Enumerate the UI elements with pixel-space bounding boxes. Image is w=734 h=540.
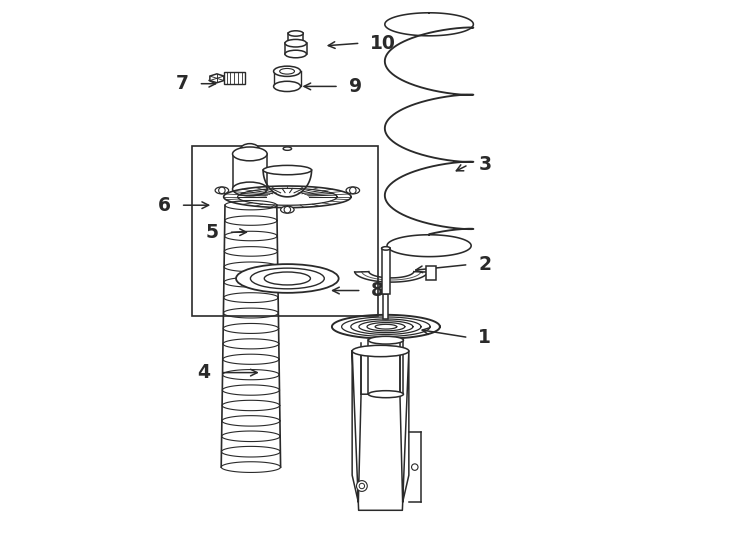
Ellipse shape (280, 69, 294, 74)
Text: 1: 1 (479, 328, 491, 347)
Circle shape (219, 187, 225, 194)
Ellipse shape (274, 66, 301, 76)
Ellipse shape (263, 165, 311, 175)
Circle shape (359, 483, 365, 489)
Text: 9: 9 (349, 77, 362, 96)
Bar (382, 248, 390, 294)
Circle shape (412, 464, 418, 470)
Ellipse shape (382, 247, 390, 250)
Ellipse shape (239, 150, 261, 160)
Bar (383, 294, 388, 319)
Bar (285, 43, 307, 54)
Text: 7: 7 (176, 74, 189, 93)
Ellipse shape (285, 50, 307, 58)
Text: 10: 10 (370, 33, 396, 53)
Bar (288, 33, 303, 43)
Ellipse shape (233, 182, 267, 196)
Polygon shape (210, 74, 224, 83)
Text: 3: 3 (479, 155, 491, 174)
Text: 5: 5 (206, 222, 219, 242)
Text: 6: 6 (158, 195, 171, 215)
Bar (426, 266, 435, 280)
Ellipse shape (352, 346, 409, 356)
Ellipse shape (240, 144, 259, 156)
Bar (225, 72, 245, 84)
Text: 4: 4 (197, 363, 211, 382)
Ellipse shape (233, 147, 267, 161)
Circle shape (349, 187, 356, 194)
Bar (192, 146, 378, 316)
Ellipse shape (368, 336, 404, 344)
Ellipse shape (280, 206, 294, 213)
Ellipse shape (250, 268, 324, 289)
Ellipse shape (236, 264, 338, 293)
Ellipse shape (346, 187, 360, 194)
Ellipse shape (288, 31, 303, 36)
Text: 2: 2 (479, 255, 491, 274)
Ellipse shape (283, 147, 291, 150)
Ellipse shape (285, 39, 307, 47)
Ellipse shape (274, 82, 301, 91)
Text: 8: 8 (371, 281, 385, 300)
Circle shape (284, 206, 291, 213)
Ellipse shape (368, 391, 404, 397)
Ellipse shape (264, 272, 310, 285)
Circle shape (357, 481, 367, 491)
Ellipse shape (215, 187, 228, 194)
